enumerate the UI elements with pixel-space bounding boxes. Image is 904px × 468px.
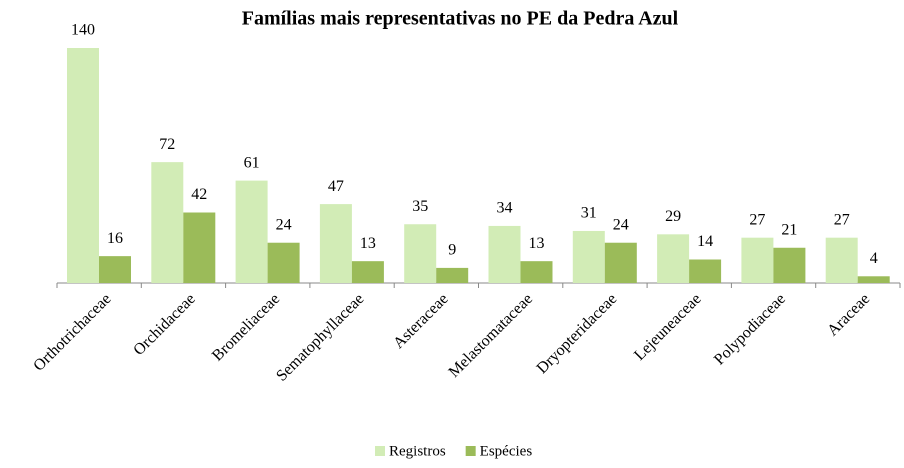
chart-title: Famílias mais representativas no PE da P… — [242, 8, 679, 30]
bar — [235, 180, 268, 283]
x-tick-label: Araceae — [824, 290, 873, 339]
value-label: 31 — [581, 205, 597, 222]
legend-label: Espécies — [480, 443, 533, 459]
bar — [151, 162, 184, 283]
bar — [436, 267, 469, 283]
value-label: 9 — [448, 242, 456, 259]
x-tick-label: Orchidaceae — [130, 290, 199, 359]
x-tick-label: Bromeliaceae — [209, 290, 283, 364]
value-label: 29 — [665, 208, 681, 225]
x-tick-label: Orthotrichaceae — [30, 290, 114, 374]
x-tick-label: Polypodiaceae — [711, 290, 789, 368]
x-tick-label: Sematophyllaceae — [273, 290, 367, 384]
bar — [67, 48, 99, 283]
bar — [267, 242, 300, 283]
bar — [319, 204, 352, 283]
bar — [572, 230, 605, 283]
bar — [404, 224, 437, 283]
x-tick-label: Lejeuneaceae — [631, 290, 705, 364]
bar — [488, 225, 521, 283]
bar — [657, 234, 690, 283]
value-label: 140 — [71, 22, 95, 39]
legend-swatch — [375, 446, 385, 456]
value-label: 42 — [191, 186, 207, 203]
value-label: 13 — [529, 235, 545, 252]
bar — [604, 242, 637, 283]
value-label: 27 — [834, 211, 850, 228]
value-label: 47 — [328, 178, 344, 195]
bar — [857, 276, 890, 283]
value-label: 16 — [107, 230, 123, 247]
x-tick-label: Dryopteridaceae — [534, 290, 621, 377]
value-label: 13 — [360, 235, 376, 252]
value-label: 34 — [497, 200, 513, 217]
value-label: 24 — [613, 216, 629, 233]
value-label: 24 — [276, 216, 292, 233]
value-label: 61 — [244, 154, 260, 171]
bar — [689, 259, 722, 283]
bar — [825, 237, 858, 283]
value-label: 21 — [781, 221, 797, 238]
value-label: 72 — [159, 136, 175, 153]
bar — [183, 212, 216, 283]
bar — [520, 261, 553, 283]
value-label: 14 — [697, 233, 713, 250]
bar — [351, 261, 384, 283]
value-label: 4 — [870, 250, 878, 267]
legend-swatch — [465, 446, 476, 456]
bar — [99, 256, 131, 283]
value-label: 35 — [412, 198, 428, 215]
bar — [741, 237, 774, 283]
x-tick-label: Melastomataceae — [446, 290, 537, 381]
bar — [773, 247, 806, 283]
value-label: 27 — [749, 211, 765, 228]
legend-label: Registros — [389, 443, 446, 459]
x-tick-label: Asteraceae — [390, 290, 452, 352]
